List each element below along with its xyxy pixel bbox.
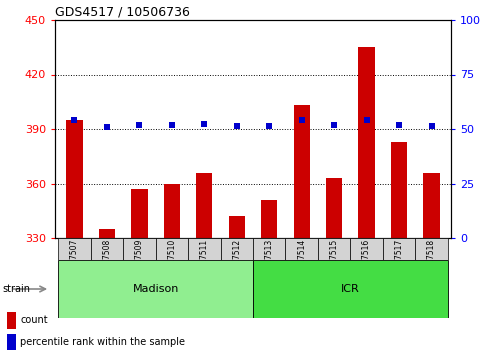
Text: percentile rank within the sample: percentile rank within the sample (20, 337, 185, 347)
Bar (391, 142, 407, 238)
Bar (423, 173, 440, 238)
Bar (358, 47, 375, 238)
Point (298, 118, 306, 123)
Text: strain: strain (2, 284, 31, 294)
Text: GSM727517: GSM727517 (394, 239, 404, 285)
Bar (188, 238, 220, 260)
Bar (67, 120, 83, 238)
Text: count: count (20, 315, 48, 325)
Bar (261, 200, 278, 238)
Bar (91, 238, 123, 260)
Point (265, 123, 273, 129)
Point (103, 124, 111, 130)
Text: GSM727511: GSM727511 (200, 239, 209, 285)
Point (395, 122, 403, 127)
Bar (318, 238, 351, 260)
Bar (99, 229, 115, 238)
Bar (326, 178, 342, 238)
Bar (383, 238, 415, 260)
Text: Madison: Madison (133, 284, 179, 294)
Bar (351, 238, 383, 260)
Bar (415, 238, 448, 260)
Text: GSM727512: GSM727512 (232, 239, 241, 285)
Point (136, 122, 143, 127)
Point (233, 123, 241, 129)
Bar (156, 238, 188, 260)
Point (363, 118, 371, 123)
Bar (7, 312, 16, 329)
Bar (58, 260, 253, 318)
Text: GDS4517 / 10506736: GDS4517 / 10506736 (55, 6, 190, 19)
Text: GSM727516: GSM727516 (362, 239, 371, 285)
Bar (293, 105, 310, 238)
Text: GSM727507: GSM727507 (70, 239, 79, 285)
Point (330, 122, 338, 127)
Bar (131, 189, 147, 238)
Bar (229, 216, 245, 238)
Bar (123, 238, 156, 260)
Bar (285, 238, 318, 260)
Bar (58, 238, 91, 260)
Point (168, 122, 176, 127)
Bar (220, 238, 253, 260)
Text: GSM727514: GSM727514 (297, 239, 306, 285)
Bar (253, 238, 285, 260)
Text: GSM727508: GSM727508 (103, 239, 111, 285)
Point (427, 123, 435, 129)
Text: GSM727510: GSM727510 (167, 239, 176, 285)
Bar (164, 183, 180, 238)
Text: GSM727515: GSM727515 (330, 239, 339, 285)
Text: ICR: ICR (341, 284, 360, 294)
Text: GSM727513: GSM727513 (265, 239, 274, 285)
Text: GSM727518: GSM727518 (427, 239, 436, 285)
Point (200, 121, 208, 126)
Point (70, 118, 78, 123)
Bar (253, 260, 448, 318)
Text: GSM727509: GSM727509 (135, 239, 144, 285)
Bar (7, 334, 16, 350)
Bar (196, 173, 212, 238)
